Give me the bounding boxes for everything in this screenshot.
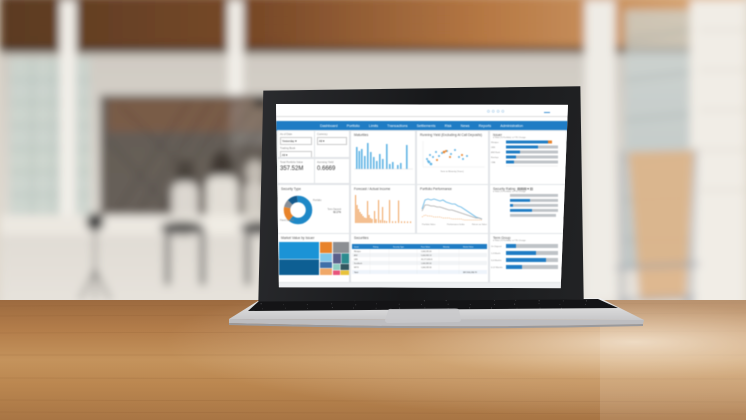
svg-text:ANZ Bank: ANZ Bank: [491, 151, 500, 154]
svg-text:Sandbank: Sandbank: [354, 263, 362, 265]
svg-text:3-6 Months: 3-6 Months: [491, 259, 501, 262]
svg-text:On Deposit: On Deposit: [491, 245, 502, 248]
svg-text:Issuer: Issuer: [354, 247, 359, 249]
svg-text:1-3 Month: 1-3 Month: [491, 252, 501, 255]
svg-text:Portfolio Value: Portfolio Value: [422, 223, 436, 226]
svg-text:Face Value: Face Value: [421, 247, 430, 249]
svg-text:UBS: UBS: [491, 147, 496, 149]
svg-text:Westpac: Westpac: [354, 250, 361, 253]
svg-text:Maturity: Maturity: [443, 246, 449, 249]
svg-text:Term to Maturity (Years): Term to Maturity (Years): [440, 170, 464, 173]
svg-text:Westpac: Westpac: [491, 141, 499, 144]
svg-text:Portfolio: Portfolio: [313, 199, 322, 202]
svg-text:Security Type: Security Type: [393, 246, 404, 249]
svg-text:CBA: CBA: [491, 161, 496, 164]
svg-text:1,000,182.00: 1,000,182.00: [421, 267, 432, 269]
svg-text:387,916,236.79: 387,916,236.79: [463, 272, 478, 274]
svg-text:Total: Total: [354, 271, 359, 274]
svg-text:NFTS: NFTS: [354, 267, 359, 269]
svg-text:Barclays: Barclays: [491, 157, 499, 159]
svg-text:1,000,181.00: 1,000,181.00: [421, 251, 432, 253]
svg-text:6-12 Months: 6-12 Months: [491, 266, 503, 269]
svg-text:1,000,382.00: 1,000,382.00: [421, 263, 432, 265]
svg-text:Rating: Rating: [373, 246, 378, 249]
svg-text:Term Deposit: Term Deposit: [327, 208, 341, 211]
svg-text:Fixed Deposit: Fixed Deposit: [280, 219, 294, 222]
svg-text:Market Value: Market Value: [463, 246, 473, 249]
svg-text:60.17%: 60.17%: [333, 212, 341, 214]
svg-text:Performance Index: Performance Index: [447, 223, 466, 226]
svg-text:5,000,982.13: 5,000,982.13: [421, 255, 432, 257]
svg-text:Return on Value: Return on Value: [472, 223, 488, 226]
svg-text:26,177,058.01: 26,177,058.01: [421, 259, 433, 261]
